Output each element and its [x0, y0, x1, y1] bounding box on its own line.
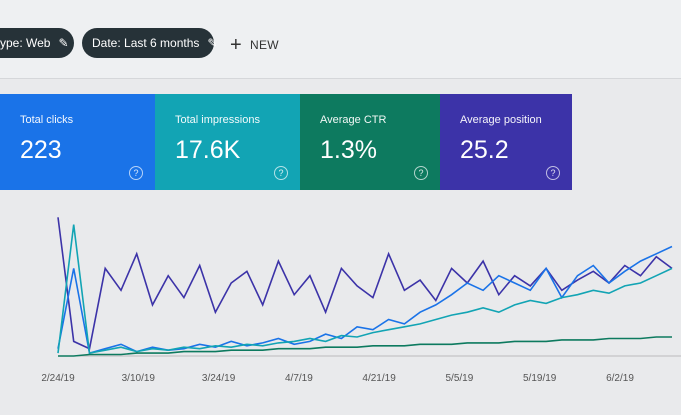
performance-chart-svg: 2/24/19 3/10/19 3/24/19 4/7/19 4/21/19 5/5/19… [41, 217, 681, 384]
pencil-icon[interactable]: ✎ [58, 36, 69, 50]
series-line-2 [57, 224, 673, 355]
date-filter-chip[interactable]: Date: Last 6 months ✎ [82, 28, 218, 58]
metric-card-total-clicks[interactable]: Total clicks 223 ? [0, 94, 155, 190]
type-filter-chip[interactable]: ype: Web ✎ [0, 28, 74, 58]
metric-label: Average position [460, 114, 542, 126]
x-tick-label: 4/21/19 [362, 373, 396, 384]
help-icon[interactable]: ? [414, 166, 428, 180]
filter-bar: ype: Web ✎ Date: Last 6 months ✎ + NEW [0, 0, 681, 78]
x-tick-labels: 2/24/19 3/10/19 3/24/19 4/7/19 4/21/19 5/5/19… [41, 373, 634, 384]
metric-card-total-impressions[interactable]: Total impressions 17.6K ? [155, 94, 300, 190]
x-tick-label: 3/10/19 [122, 373, 156, 384]
metric-value: 1.3% [320, 136, 377, 164]
metric-card-average-ctr[interactable]: Average CTR 1.3% ? [300, 94, 440, 190]
new-filter-button[interactable]: + NEW [230, 34, 279, 56]
x-tick-label: 4/7/19 [285, 373, 313, 384]
metric-label: Total impressions [175, 114, 260, 126]
metric-value: 223 [20, 136, 62, 164]
type-filter-label: ype: Web [0, 36, 51, 50]
series-line-3 [58, 336, 672, 357]
metric-value: 25.2 [460, 136, 509, 164]
x-tick-label: 5/5/19 [445, 373, 473, 384]
metric-label: Total clicks [20, 114, 74, 126]
series-layer [57, 217, 673, 357]
metric-label: Average CTR [320, 114, 387, 126]
x-tick-label: 2/24/19 [41, 373, 75, 384]
x-tick-label: 6/2/19 [606, 373, 634, 384]
new-filter-label: NEW [249, 38, 279, 52]
help-icon[interactable]: ? [546, 166, 560, 180]
metric-card-average-position[interactable]: Average position 25.2 ? [440, 94, 572, 190]
x-tick-label: 5/19/19 [523, 373, 557, 384]
performance-chart: 2/24/19 3/10/19 3/24/19 4/7/19 4/21/19 5/5/19… [0, 200, 681, 410]
divider [0, 78, 681, 79]
help-icon[interactable]: ? [129, 166, 143, 180]
metric-value: 17.6K [175, 136, 241, 164]
x-tick-label: 3/24/19 [202, 373, 236, 384]
help-icon[interactable]: ? [274, 166, 288, 180]
metric-cards: Total clicks 223 ? Total impressions 17.… [0, 94, 572, 190]
plus-icon: + [230, 34, 242, 56]
series-line-0 [57, 217, 673, 350]
pencil-icon[interactable]: ✎ [207, 36, 218, 50]
date-filter-label: Date: Last 6 months [92, 36, 200, 50]
